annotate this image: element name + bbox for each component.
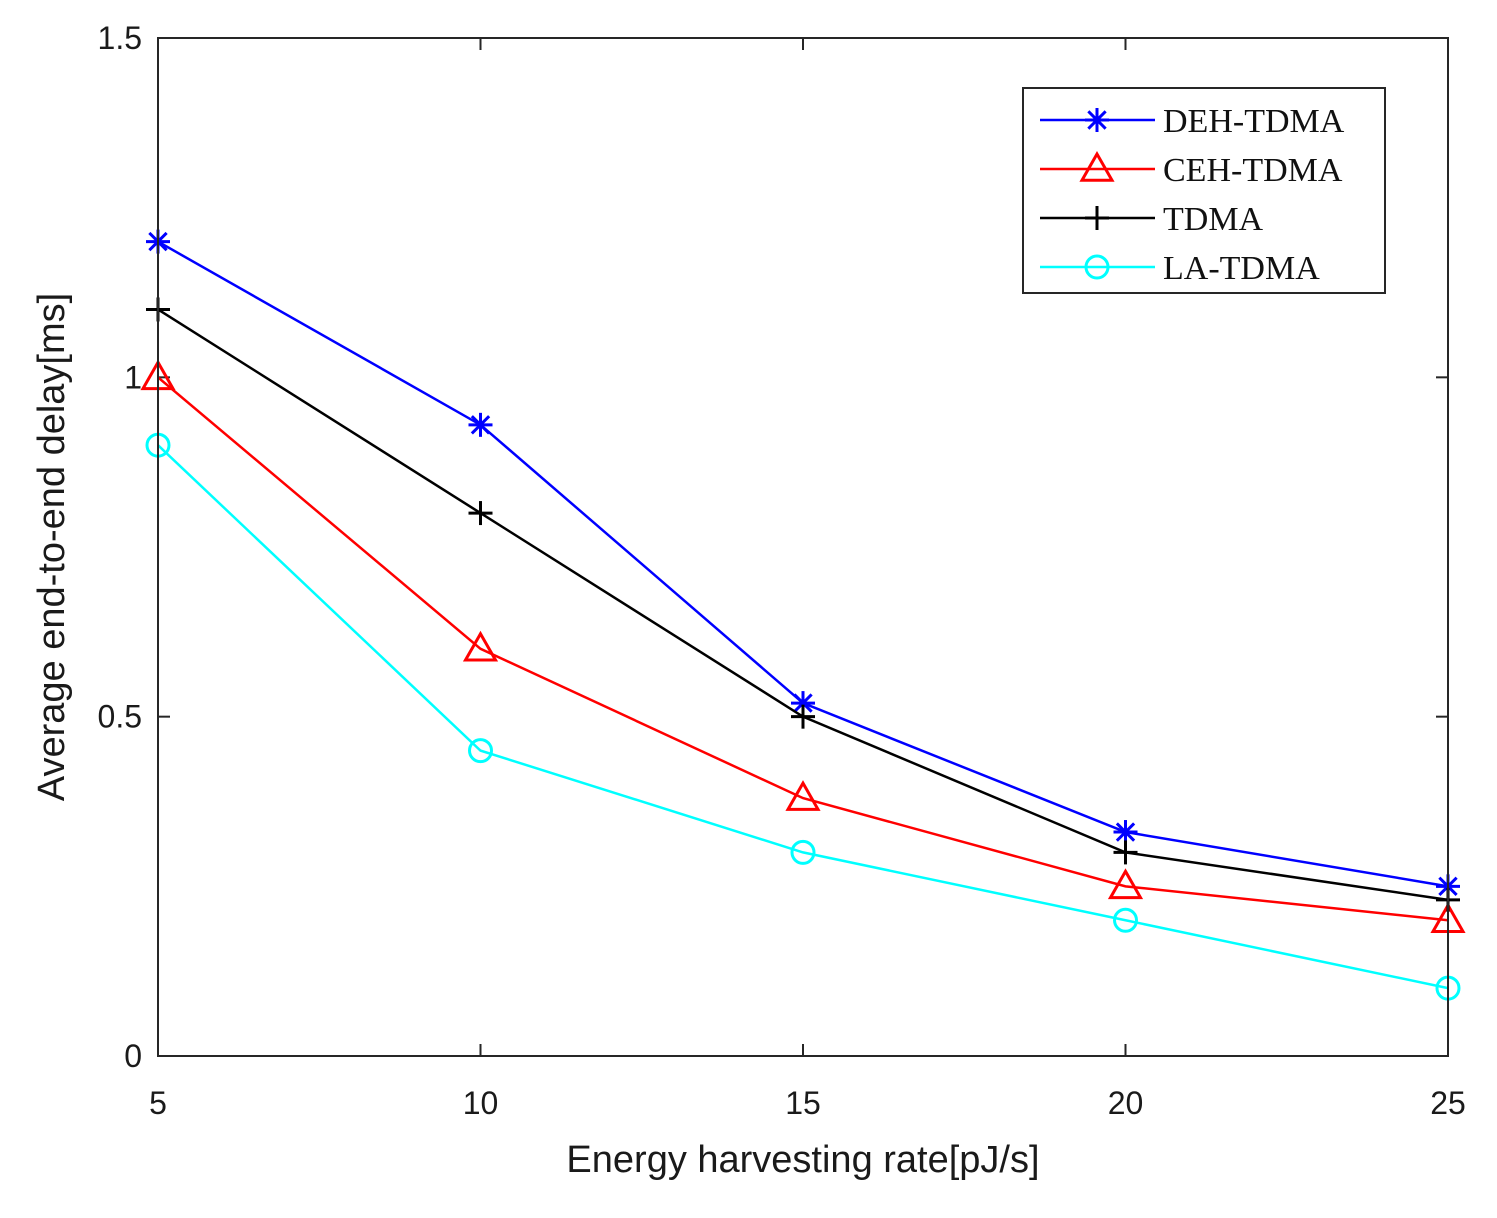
legend-item: CEH-TDMA bbox=[1040, 150, 1343, 189]
data-point-marker bbox=[468, 738, 493, 764]
legend-label: CEH-TDMA bbox=[1163, 152, 1343, 189]
legend-box bbox=[1022, 87, 1386, 294]
data-point-marker bbox=[790, 839, 816, 865]
series-line bbox=[157, 444, 1449, 990]
legend-label: LA-TDMA bbox=[1163, 250, 1320, 287]
data-point-marker bbox=[468, 412, 493, 437]
data-point-marker bbox=[1107, 868, 1144, 900]
legend-item: LA-TDMA bbox=[1040, 250, 1320, 287]
x-tick-label: 25 bbox=[1430, 1085, 1466, 1121]
legend-label: DEH-TDMA bbox=[1163, 103, 1345, 140]
data-point-marker bbox=[1113, 820, 1138, 845]
data-point-marker bbox=[1113, 840, 1138, 865]
data-point-marker bbox=[468, 501, 493, 526]
x-tick-label: 15 bbox=[785, 1085, 821, 1121]
y-tick-label: 0.5 bbox=[98, 699, 142, 735]
y-tick-label: 0 bbox=[124, 1038, 142, 1074]
y-tick-label: 1 bbox=[124, 359, 142, 395]
x-tick-label: 20 bbox=[1108, 1085, 1144, 1121]
data-point-marker bbox=[791, 691, 815, 716]
legend-label: TDMA bbox=[1163, 201, 1264, 238]
legend: DEH-TDMA CEH-TDMA TDMA LA-TDMA bbox=[1022, 87, 1386, 294]
plot-frame bbox=[157, 37, 1449, 1057]
data-point-marker bbox=[462, 630, 499, 662]
x-axis-label: Energy harvesting rate[pJ/s] bbox=[566, 1139, 1039, 1181]
y-tick-label: 1.5 bbox=[98, 20, 142, 56]
legend-item: DEH-TDMA bbox=[1040, 103, 1345, 140]
series-line bbox=[157, 376, 1449, 922]
legend-marker bbox=[1085, 108, 1109, 132]
legend-item: TDMA bbox=[1040, 201, 1264, 238]
x-tick-label: 5 bbox=[149, 1085, 167, 1121]
legend-marker bbox=[1085, 206, 1109, 230]
y-axis-label: Average end-to-end delay[ms] bbox=[31, 293, 73, 801]
legend-marker bbox=[1084, 254, 1110, 280]
data-point-marker bbox=[791, 704, 815, 729]
data-point-marker bbox=[785, 780, 821, 811]
data-point-marker bbox=[1113, 907, 1138, 933]
x-tick-label: 10 bbox=[463, 1085, 499, 1121]
legend-marker bbox=[1079, 150, 1115, 182]
